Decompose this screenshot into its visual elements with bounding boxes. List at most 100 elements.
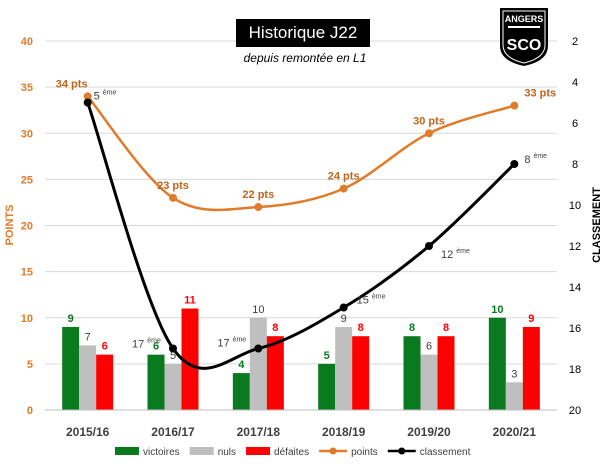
legend-label-victoires: victoires — [143, 447, 180, 458]
classement-marker — [339, 303, 348, 312]
bar-victoires — [488, 317, 506, 410]
bar-label-défaites: 8 — [443, 322, 449, 334]
bar-label-défaites: 9 — [528, 313, 534, 325]
legend-swatch-nuls — [189, 447, 214, 455]
y-tick-label: 35 — [21, 82, 33, 94]
y-tick-label: 5 — [27, 359, 33, 371]
points-marker — [254, 203, 263, 212]
y2-tick-label: 14 — [569, 282, 581, 294]
y2-tick-label: 4 — [572, 77, 578, 89]
bar-défaites — [352, 336, 370, 410]
bar-victoires — [232, 373, 250, 410]
points-marker — [169, 193, 177, 202]
y-tick-label: 0 — [27, 405, 33, 417]
bar-label-nuls: 5 — [170, 350, 176, 362]
logo-name: ANGERS — [505, 14, 544, 24]
x-tick-label: 2019/20 — [407, 425, 451, 439]
y2-tick-label: 12 — [569, 241, 581, 253]
angers-sco-logo: ANGERS SCO — [500, 8, 548, 66]
legend-marker-points — [329, 447, 337, 455]
legend-swatch-victoires — [115, 447, 139, 455]
bar-label-victoires: 10 — [491, 304, 503, 316]
bar-défaites — [437, 336, 455, 410]
bar-nuls — [420, 354, 438, 410]
y2-tick-label: 18 — [569, 364, 581, 376]
chart-subtitle: depuis remontée en L1 — [243, 51, 367, 65]
x-axis: 2015/16 2016/17 2017/18 2018/19 2019/20 2020/… — [45, 409, 557, 439]
bar-nuls — [79, 345, 97, 410]
y-axis-title: POINTS — [4, 205, 16, 246]
classement-line — [86, 102, 516, 370]
y-axis-left: 0 5 10 15 20 25 30 35 40 — [21, 36, 33, 417]
bar-nuls — [249, 317, 267, 410]
y2-tick-label: 6 — [572, 118, 578, 130]
y2-axis-title: CLASSEMENT — [591, 187, 603, 263]
chart-title: Historique J22 — [248, 23, 358, 42]
classement-label: 15 ème — [357, 294, 386, 307]
gridlines — [45, 40, 557, 411]
y-tick-label: 40 — [21, 36, 33, 48]
bar-nuls — [505, 382, 523, 410]
y-axis-right: 2 4 6 8 10 12 14 16 18 20 — [569, 36, 581, 417]
points-label: 23 pts — [157, 180, 189, 192]
bar-défaites — [181, 308, 199, 410]
y2-tick-label: 16 — [569, 323, 581, 335]
x-tick-label: 2020/21 — [493, 425, 537, 439]
y-tick-label: 30 — [21, 128, 33, 140]
y-tick-label: 15 — [21, 267, 33, 279]
x-tick-label: 2018/19 — [322, 425, 366, 439]
x-tick-label: 2017/18 — [237, 425, 281, 439]
bar-label-victoires: 8 — [409, 322, 415, 334]
classement-label: 12 ème — [441, 248, 470, 261]
logo-sub: SCO — [507, 37, 542, 54]
bar-label-défaites: 8 — [272, 322, 278, 334]
points-marker — [339, 184, 348, 193]
y-tick-label: 10 — [21, 313, 33, 325]
title-box — [236, 19, 370, 47]
legend-label-points: points — [351, 447, 378, 458]
bar-label-nuls: 9 — [341, 313, 347, 325]
classement-label: 5 ème — [94, 90, 117, 103]
bar-victoires — [147, 354, 165, 410]
bar-défaites — [96, 354, 114, 410]
y2-tick-label: 2 — [572, 36, 578, 48]
points-label: 24 pts — [328, 171, 360, 183]
y2-tick-label: 20 — [569, 405, 581, 417]
legend-marker-classement — [398, 447, 406, 455]
classement-marker — [510, 160, 519, 168]
bar-nuls — [335, 326, 353, 410]
bar-label-victoires: 5 — [324, 350, 330, 362]
bar-label-défaites: 8 — [358, 322, 364, 334]
y2-tick-label: 8 — [572, 159, 578, 171]
bar-label-nuls: 10 — [252, 304, 264, 316]
bar-victoires — [318, 363, 336, 410]
bar-label-victoires: 9 — [68, 313, 74, 325]
legend-label-défaites: défaites — [274, 447, 309, 458]
lines: 34 pts 23 pts 22 pts 24 pts 30 pts 33 pts 5 ème… — [56, 78, 556, 370]
points-label: 22 pts — [242, 189, 274, 201]
bar-label-victoires: 6 — [153, 341, 159, 353]
points-label: 30 pts — [413, 115, 445, 127]
bar-label-défaites: 11 — [184, 295, 196, 307]
points-marker — [83, 92, 92, 101]
bar-label-nuls: 3 — [511, 368, 517, 380]
classement-marker — [83, 98, 92, 107]
y2-tick-label: 10 — [569, 200, 581, 212]
x-tick-label: 2016/17 — [151, 425, 195, 439]
points-label: 33 pts — [524, 88, 556, 100]
legend-label-nuls: nuls — [218, 447, 236, 458]
classement-label: 17 ème — [217, 337, 246, 350]
bar-label-nuls: 7 — [85, 331, 91, 343]
y-tick-label: 25 — [21, 174, 33, 186]
classement-label: 8 ème — [524, 153, 547, 166]
bar-victoires — [62, 326, 80, 410]
bar-nuls — [164, 363, 182, 410]
bar-label-nuls: 6 — [426, 341, 432, 353]
legend-swatch-défaites — [246, 447, 271, 455]
bar-défaites — [266, 336, 284, 410]
bar-défaites — [522, 326, 540, 410]
y-tick-label: 20 — [21, 221, 33, 233]
classement-marker — [425, 242, 433, 250]
